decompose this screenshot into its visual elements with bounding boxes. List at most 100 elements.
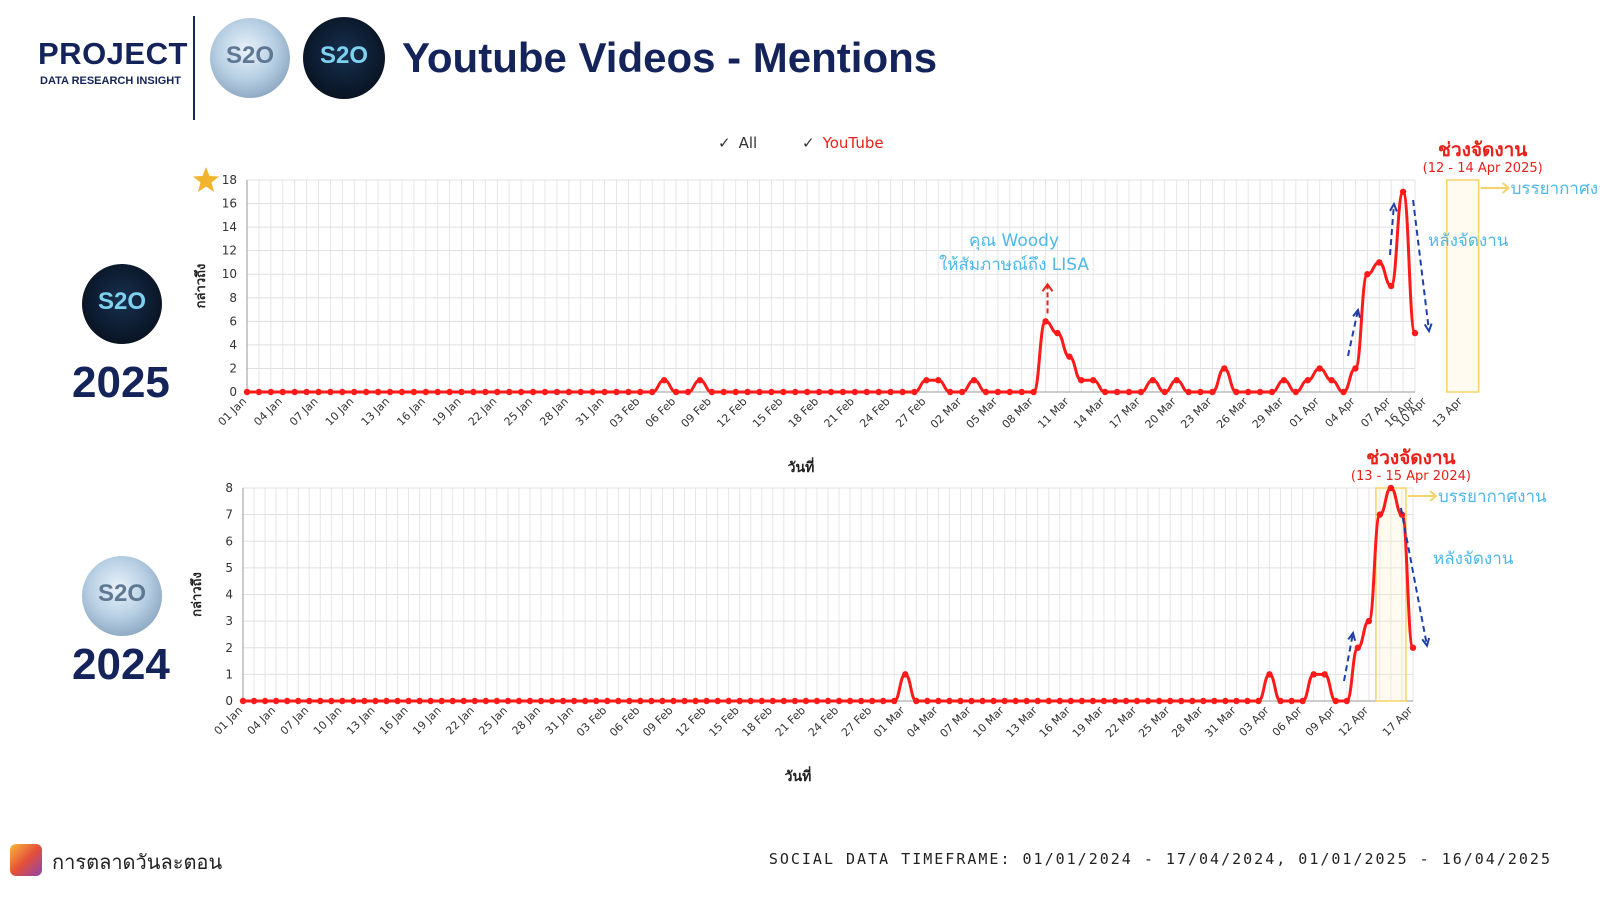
data-point: [283, 697, 291, 705]
data-point: [613, 388, 620, 396]
data-point: [427, 697, 434, 705]
data-point: [637, 697, 644, 705]
data-point: [851, 388, 859, 396]
logo-text: S2O: [225, 42, 275, 69]
y-tick-label: 6: [229, 314, 237, 328]
arrow-head: [1389, 201, 1398, 212]
page-title: Youtube Videos - Mentions: [402, 34, 938, 81]
data-point: [581, 697, 589, 705]
x-tick-label: 07 Jan: [278, 704, 312, 738]
data-point: [1018, 388, 1025, 396]
x-tick-label: 22 Jan: [466, 395, 500, 429]
data-point: [1316, 365, 1323, 372]
y-tick-label: 10: [222, 267, 237, 281]
s2o-2025-logo: S2O: [82, 264, 162, 344]
data-point: [350, 697, 357, 705]
data-point: [1221, 365, 1228, 372]
x-tick-label: 12 Apr: [1336, 704, 1371, 739]
x-tick-label: 28 Jan: [510, 704, 544, 738]
data-point: [780, 388, 787, 396]
data-point: [1376, 259, 1383, 266]
data-point: [1256, 388, 1264, 396]
data-timeframe: SOCIAL DATA TIMEFRAME: 01/01/2024 - 17/0…: [768, 850, 1552, 868]
data-point: [593, 697, 600, 705]
rise-arrow: [1389, 201, 1398, 256]
data-point: [1340, 388, 1347, 396]
data-point: [506, 388, 513, 396]
x-axis-title: วันที่: [788, 457, 815, 476]
data-point: [339, 697, 346, 705]
x-tick-label: 17 Mar: [1107, 395, 1144, 432]
data-point: [1161, 388, 1168, 396]
data-point: [670, 697, 677, 705]
arrow-shaft: [1343, 632, 1354, 682]
data-point: [684, 388, 692, 396]
data-point: [1332, 697, 1339, 705]
data-point: [243, 388, 251, 396]
legend-item-youtube[interactable]: ✓ YouTube: [802, 134, 884, 152]
data-point: [1222, 697, 1229, 705]
data-point: [1144, 697, 1152, 705]
data-point: [979, 697, 986, 705]
data-point: [824, 697, 832, 705]
s2o-2024-logo: S2O: [82, 556, 162, 636]
x-tick-label: 04 Apr: [1323, 395, 1358, 430]
data-point: [383, 697, 390, 705]
x-tick-label: 04 Jan: [251, 395, 285, 429]
data-point: [1266, 671, 1273, 678]
data-point: [589, 388, 596, 396]
data-point: [553, 388, 561, 396]
data-point: [394, 697, 401, 705]
x-tick-label: 23 Mar: [1178, 395, 1215, 432]
note-arrow-head: [1041, 282, 1054, 292]
data-point: [1173, 377, 1180, 384]
rise-arrow: [1347, 307, 1361, 357]
y-tick-label: 4: [229, 338, 237, 352]
atmosphere-label: บรรยากาศงาน: [1511, 179, 1600, 199]
data-point: [255, 388, 263, 396]
data-point: [660, 377, 668, 384]
x-tick-label: 10 Jan: [311, 704, 345, 738]
data-point: [935, 697, 942, 705]
x-tick-label: 27 Feb: [893, 395, 928, 430]
x-tick-label: 04 Mar: [904, 704, 941, 741]
data-point: [863, 388, 870, 396]
data-point: [1133, 697, 1141, 705]
data-point: [982, 388, 990, 396]
data-point: [994, 388, 1002, 396]
data-point: [438, 697, 445, 705]
data-point: [1304, 377, 1311, 384]
data-point: [911, 388, 918, 396]
x-tick-label: 22 Jan: [443, 704, 477, 738]
data-point: [446, 388, 453, 396]
header-divider: [193, 16, 195, 120]
y-tick-label: 8: [229, 291, 237, 305]
data-point: [1288, 697, 1295, 705]
data-point: [239, 697, 247, 705]
data-point: [494, 388, 501, 396]
data-point: [291, 388, 298, 396]
data-point: [1067, 697, 1075, 705]
data-point: [649, 388, 656, 396]
data-point: [857, 697, 865, 705]
x-tick-label: 13 Mar: [1004, 704, 1041, 741]
data-point: [1034, 697, 1041, 705]
data-point: [327, 388, 334, 396]
x-tick-label: 14 Mar: [1071, 395, 1108, 432]
x-tick-label: 18 Feb: [786, 395, 821, 430]
data-point: [1354, 644, 1362, 651]
x-tick-label: 02 Mar: [928, 395, 965, 432]
x-tick-label: 09 Feb: [679, 395, 714, 430]
logo-text: S2O: [319, 41, 369, 69]
arrow-head: [1347, 630, 1357, 641]
arrow-shaft: [1347, 309, 1359, 357]
data-point: [1376, 511, 1384, 518]
data-point: [637, 388, 644, 396]
legend-label: All: [738, 134, 758, 152]
data-point: [361, 697, 368, 705]
data-point: [714, 697, 721, 705]
data-point: [315, 388, 322, 396]
legend-item-all[interactable]: ✓ All: [718, 134, 757, 152]
data-point: [946, 388, 954, 396]
